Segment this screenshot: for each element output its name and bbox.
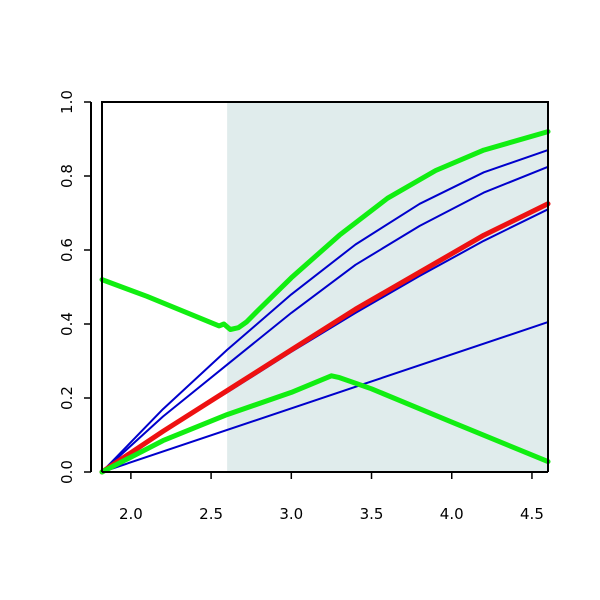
series-line-0 <box>101 321 549 473</box>
x-tick-label: 2.0 <box>119 505 143 523</box>
series-line-6 <box>99 373 551 475</box>
series-line-3 <box>101 149 549 473</box>
x-tick-label: 3.0 <box>279 505 303 523</box>
x-tick-label: 3.5 <box>360 505 384 523</box>
series-line-5 <box>99 129 551 332</box>
x-tick-label: 2.5 <box>199 505 223 523</box>
y-axis: 0.0 0.2 0.4 0.6 0.8 1.0 <box>58 90 92 484</box>
x-tick-label: 4.0 <box>440 505 464 523</box>
y-tick-label: 0.6 <box>58 238 76 262</box>
y-tick-label: 0.2 <box>58 386 76 410</box>
series-line-4 <box>99 201 551 475</box>
y-tick-label: 0.0 <box>58 460 76 484</box>
x-tick-label: 4.5 <box>520 505 544 523</box>
y-tick-label: 0.8 <box>58 164 76 188</box>
series-layer <box>99 129 551 475</box>
series-line-2 <box>101 165 549 473</box>
x-axis: 2.0 2.5 3.0 3.5 4.0 4.5 <box>102 471 548 523</box>
plot-frame <box>101 101 549 472</box>
y-tick-label: 1.0 <box>58 90 76 114</box>
shaded-region <box>227 102 548 472</box>
y-tick-label: 0.4 <box>58 312 76 336</box>
